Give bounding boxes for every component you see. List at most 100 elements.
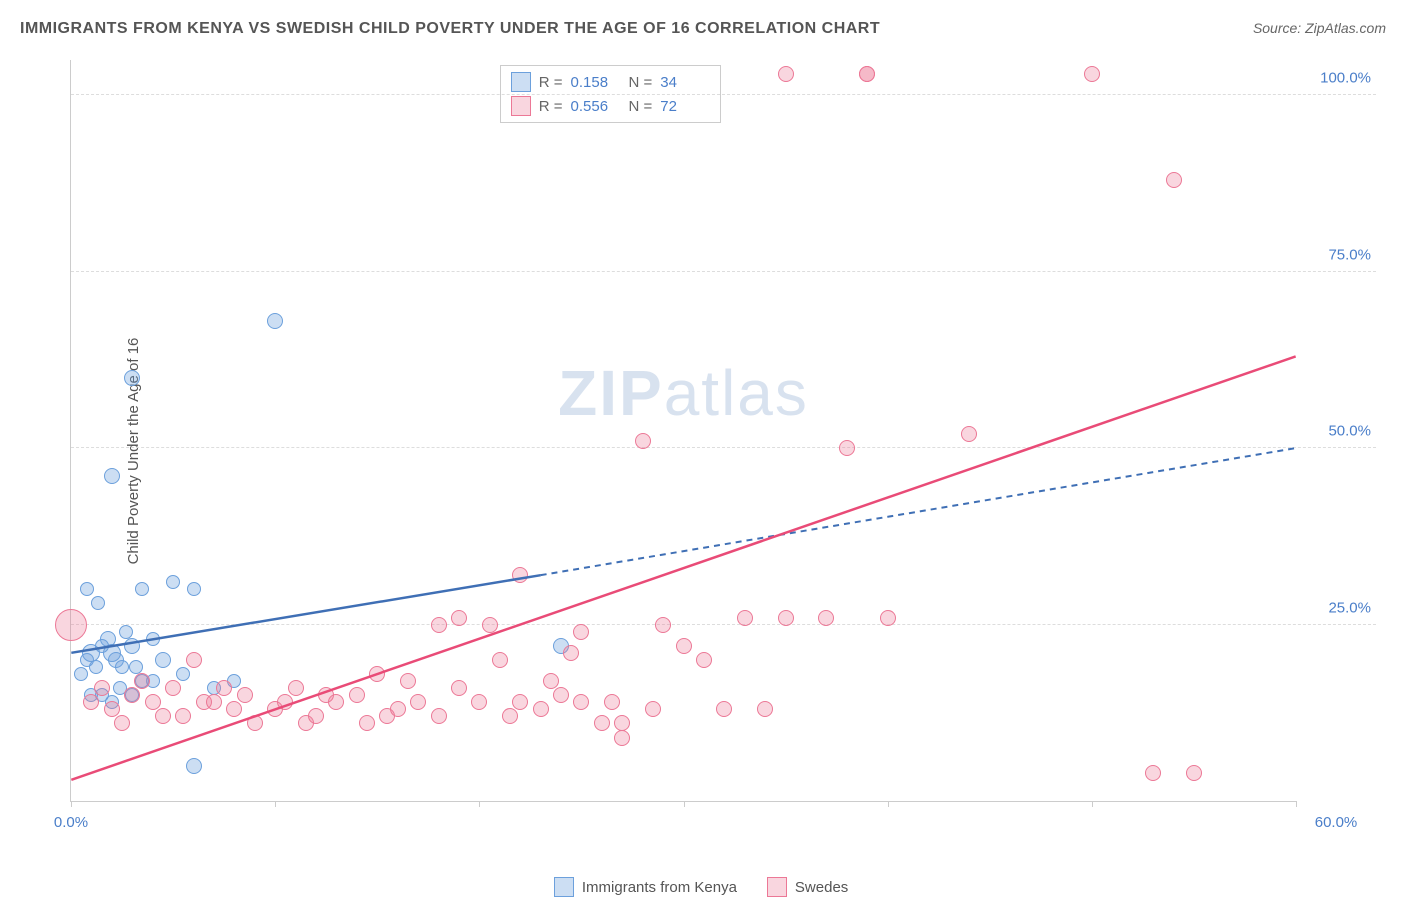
data-point [614,730,630,746]
r-value: 0.556 [571,98,621,115]
data-point [451,610,467,626]
gridline-h [71,624,1376,625]
n-label: N = [629,98,653,115]
data-point [186,758,202,774]
data-point [655,617,671,633]
data-point [859,66,875,82]
gridline-h [71,447,1376,448]
data-point [400,673,416,689]
r-label: R = [539,74,563,91]
ytick-label: 25.0% [1328,599,1371,616]
chart-header: IMMIGRANTS FROM KENYA VS SWEDISH CHILD P… [20,20,1386,38]
data-point [431,617,447,633]
data-point [124,687,140,703]
data-point [80,582,94,596]
data-point [146,632,160,646]
data-point [216,680,232,696]
trend-lines [71,60,1296,801]
data-point [129,660,143,674]
data-point [186,652,202,668]
data-point [165,680,181,696]
data-point [155,652,171,668]
data-point [533,701,549,717]
xtick [71,801,72,807]
data-point [237,687,253,703]
data-point [349,687,365,703]
data-point [573,624,589,640]
data-point [696,652,712,668]
data-point [176,667,190,681]
bottom-legend: Immigrants from Kenya Swedes [554,877,848,897]
data-point [410,694,426,710]
data-point [155,708,171,724]
data-point [187,582,201,596]
data-point [778,66,794,82]
data-point [74,667,88,681]
data-point [737,610,753,626]
data-point [676,638,692,654]
data-point [83,694,99,710]
data-point [277,694,293,710]
r-value: 0.158 [571,74,621,91]
n-value: 72 [660,98,710,115]
legend-swatch [511,96,531,116]
data-point [247,715,263,731]
plot-area: ZIPatlas R =0.158N =34R =0.556N =72 25.0… [70,60,1296,802]
r-label: R = [539,98,563,115]
source-attribution: Source: ZipAtlas.com [1253,20,1386,36]
data-point [778,610,794,626]
data-point [318,687,334,703]
legend-item: Swedes [767,877,848,897]
data-point [226,701,242,717]
data-point [1145,765,1161,781]
data-point [94,680,110,696]
data-point [166,575,180,589]
data-point [471,694,487,710]
data-point [134,673,150,689]
legend-swatch [767,877,787,897]
data-point [119,625,133,639]
data-point [839,440,855,456]
xtick [684,801,685,807]
data-point [1186,765,1202,781]
xtick [1092,801,1093,807]
n-value: 34 [660,74,710,91]
gridline-h [71,271,1376,272]
legend-label: Immigrants from Kenya [582,879,737,896]
data-point [492,652,508,668]
legend-swatch [554,877,574,897]
data-point [104,701,120,717]
data-point [482,617,498,633]
ytick-label: 75.0% [1328,246,1371,263]
n-label: N = [629,74,653,91]
legend-label: Swedes [795,879,848,896]
data-point [298,715,314,731]
ytick-label: 50.0% [1328,423,1371,440]
legend-item: Immigrants from Kenya [554,877,737,897]
data-point [645,701,661,717]
data-point [563,645,579,661]
gridline-h [71,94,1376,95]
data-point [512,694,528,710]
stats-legend-row: R = 0.158 N = 34 [511,70,711,94]
data-point [145,694,161,710]
xtick [479,801,480,807]
data-point [757,701,773,717]
xtick-label-end: 60.0% [1315,814,1358,831]
data-point [716,701,732,717]
data-point [55,609,87,641]
data-point [512,567,528,583]
data-point [89,660,103,674]
xtick [1296,801,1297,807]
xtick-label-start: 0.0% [54,814,88,831]
stats-legend-row: R = 0.556 N = 72 [511,94,711,118]
data-point [379,708,395,724]
data-point [1084,66,1100,82]
data-point [114,715,130,731]
data-point [594,715,610,731]
data-point [91,596,105,610]
data-point [431,708,447,724]
data-point [1166,172,1182,188]
data-point [451,680,467,696]
chart-container: Child Poverty Under the Age of 16 ZIPatl… [50,50,1376,852]
